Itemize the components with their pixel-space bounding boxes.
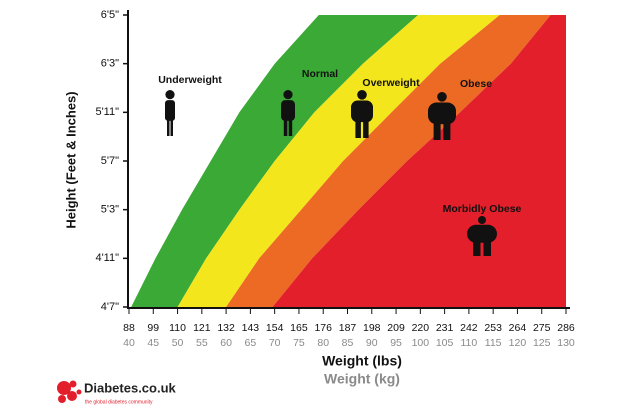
x-tick-label: 121 xyxy=(193,322,211,334)
icon-head xyxy=(357,90,367,100)
y-tick-label: 5'3" xyxy=(101,204,119,216)
person-icon xyxy=(165,90,175,136)
zone-label: Normal xyxy=(302,68,338,80)
y-tick-label: 5'7" xyxy=(101,155,119,167)
logo-dot xyxy=(67,391,77,401)
x-tick-label: 143 xyxy=(242,322,260,334)
person-icon xyxy=(281,90,295,136)
x-tick-label: 275 xyxy=(533,322,551,334)
x2-tick-label: 80 xyxy=(317,337,329,349)
x-tick-label: 253 xyxy=(484,322,502,334)
zone-label: Obese xyxy=(460,78,492,90)
icon-leg xyxy=(167,117,170,136)
logo-name: Diabetes.co.uk xyxy=(84,380,177,395)
x2-tick-label: 105 xyxy=(436,337,454,349)
x-tick-label: 110 xyxy=(169,322,186,334)
x2-tick-label: 60 xyxy=(220,337,232,349)
zone-label: Underweight xyxy=(158,74,222,86)
icon-head xyxy=(478,216,486,224)
x2-tick-label: 115 xyxy=(485,337,502,349)
x2-tick-label: 55 xyxy=(196,337,208,349)
x-tick-label: 198 xyxy=(363,322,381,334)
x2-tick-label: 130 xyxy=(557,337,575,349)
y-axis-label: Height (Feet & Inches) xyxy=(63,91,78,228)
x2-tick-label: 40 xyxy=(123,337,135,349)
logo: Diabetes.co.uk the global diabetes commu… xyxy=(57,380,177,405)
x-axis-label: Weight (lbs) xyxy=(322,353,402,369)
icon-body xyxy=(467,224,497,243)
zone xyxy=(226,15,551,307)
zone-label: Morbidly Obese xyxy=(443,203,522,215)
y-tick-label: 6'3" xyxy=(101,58,119,70)
x2-tick-label: 45 xyxy=(147,337,159,349)
icon-body xyxy=(281,100,295,121)
logo-dot xyxy=(58,395,66,403)
zone xyxy=(177,15,500,307)
logo-dot xyxy=(57,381,71,395)
icon-body xyxy=(165,100,175,121)
icon-leg xyxy=(433,120,441,140)
x-tick-label: 165 xyxy=(290,322,308,334)
icon-body xyxy=(351,100,373,123)
x-tick-label: 88 xyxy=(123,322,135,334)
y-tick-label: 4'7" xyxy=(101,301,119,313)
icon-leg xyxy=(363,118,369,138)
y-tick-label: 6'5" xyxy=(101,9,119,21)
icon-leg xyxy=(443,120,451,140)
person-icon xyxy=(467,216,497,256)
x2-tick-label: 125 xyxy=(533,337,551,349)
icon-leg xyxy=(473,240,481,256)
icon-leg xyxy=(283,117,288,136)
x2-tick-label: 95 xyxy=(390,337,402,349)
x-tick-label: 209 xyxy=(387,322,405,334)
person-icon xyxy=(351,90,373,138)
x-tick-label: 99 xyxy=(147,322,159,334)
x2-tick-label: 100 xyxy=(412,337,430,349)
x-tick-label: 154 xyxy=(266,322,284,334)
x-tick-label: 264 xyxy=(509,322,527,334)
icon-leg xyxy=(288,117,293,136)
x-tick-label: 286 xyxy=(557,322,575,334)
y-tick-label: 5'11" xyxy=(95,106,119,118)
x2-tick-label: 110 xyxy=(461,337,478,349)
logo-tagline: the global diabetes community xyxy=(85,399,153,405)
x2-tick-label: 50 xyxy=(172,337,184,349)
x-tick-label: 231 xyxy=(436,322,454,334)
x-tick-label: 187 xyxy=(339,322,357,334)
x-tick-label: 242 xyxy=(460,322,478,334)
icon-leg xyxy=(355,118,361,138)
logo-dot xyxy=(76,389,82,395)
icon-leg xyxy=(170,117,173,136)
icon-leg xyxy=(483,240,491,256)
icon-head xyxy=(283,90,293,100)
person-icon xyxy=(428,92,456,140)
x-tick-label: 220 xyxy=(412,322,430,334)
x2-tick-label: 65 xyxy=(245,337,257,349)
x2-tick-label: 75 xyxy=(293,337,305,349)
logo-dot xyxy=(69,380,77,388)
zone-label: Overweight xyxy=(362,77,420,89)
x2-tick-label: 120 xyxy=(509,337,527,349)
icon-body xyxy=(428,102,456,125)
x2-axis-label: Weight (kg) xyxy=(324,371,400,387)
y-tick-label: 4'11" xyxy=(95,252,119,264)
icon-head xyxy=(437,92,447,102)
x2-tick-label: 85 xyxy=(342,337,354,349)
x2-tick-label: 70 xyxy=(269,337,281,349)
x2-tick-label: 90 xyxy=(366,337,378,349)
icon-head xyxy=(165,90,175,100)
zone xyxy=(131,15,419,307)
x-tick-label: 132 xyxy=(217,322,235,334)
x-tick-label: 176 xyxy=(314,322,332,334)
